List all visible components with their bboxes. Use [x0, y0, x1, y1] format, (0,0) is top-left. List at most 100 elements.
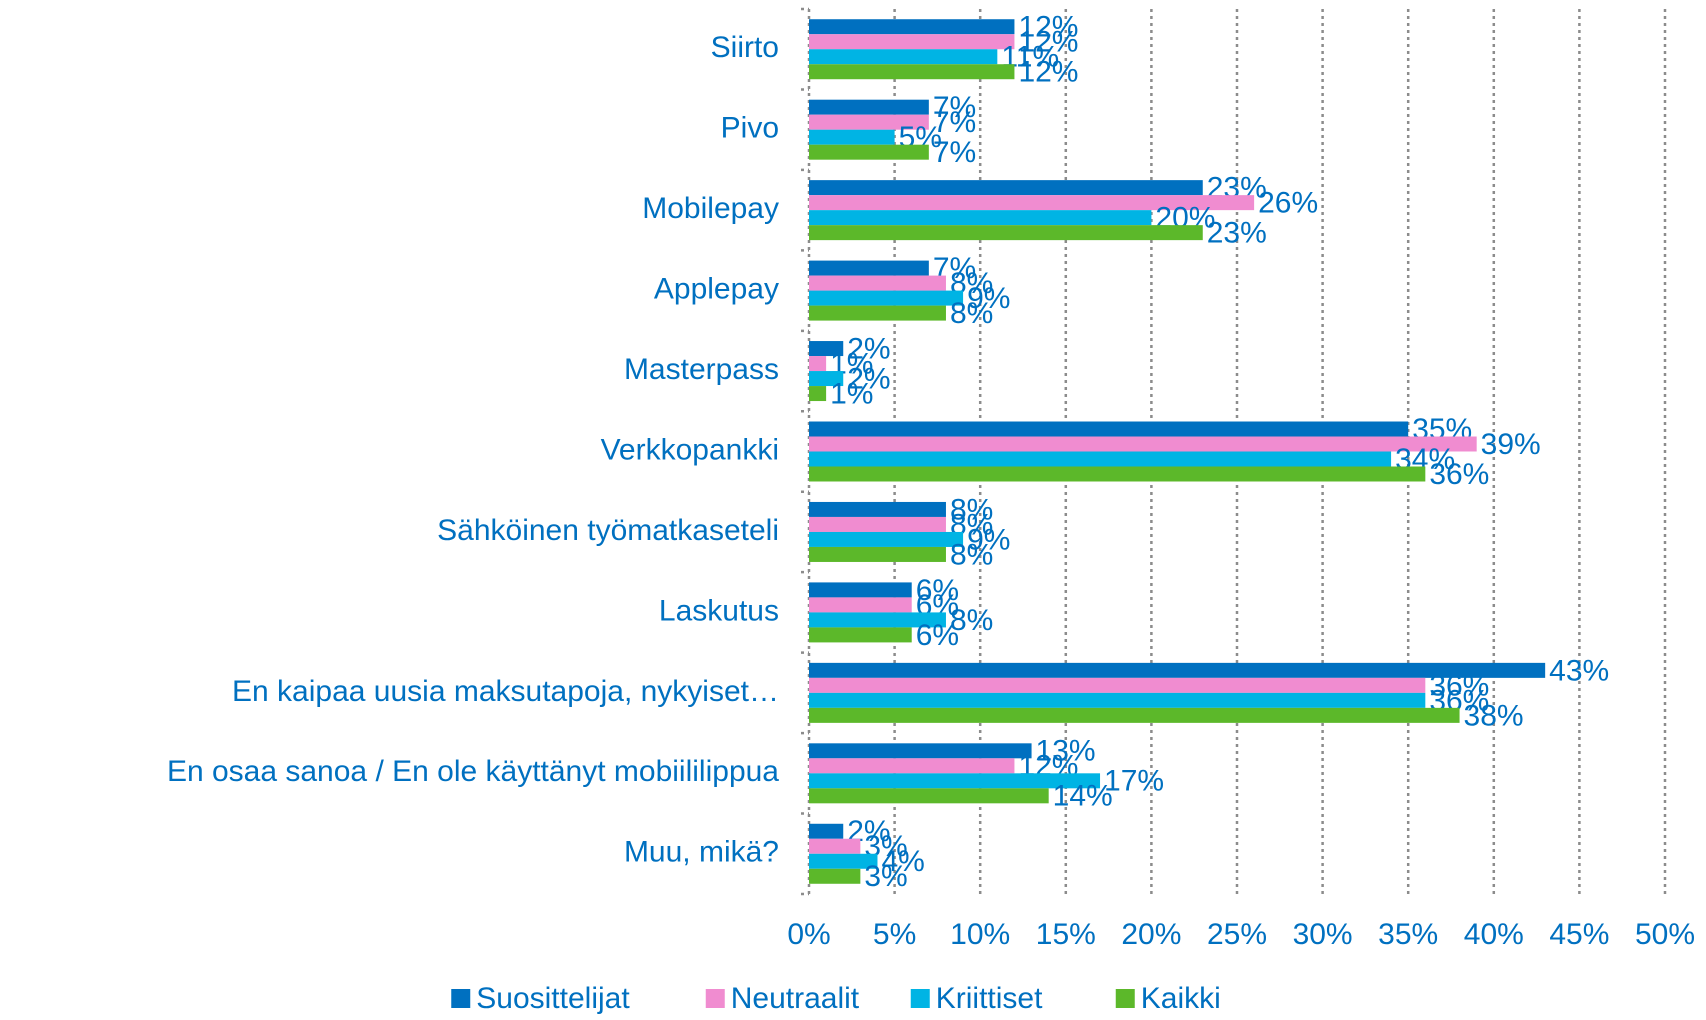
bar — [809, 677, 1426, 693]
data-label: 23% — [1207, 217, 1267, 250]
bar — [809, 114, 929, 130]
data-label: 9% — [967, 282, 1010, 315]
bar — [809, 436, 1477, 452]
legend-label: Suosittelijat — [476, 982, 630, 1015]
bar — [809, 341, 844, 357]
bar — [809, 305, 946, 321]
bar — [809, 597, 912, 613]
data-label: 3% — [864, 860, 907, 893]
y-tick-label: Muu, mikä? — [624, 836, 779, 869]
data-label: 8% — [950, 493, 993, 526]
bar — [809, 531, 964, 547]
x-tick-label: 15% — [1036, 918, 1096, 951]
legend-label: Kaikki — [1141, 982, 1221, 1015]
legend-swatch — [451, 989, 471, 1008]
y-tick-label: Verkkopankki — [601, 433, 779, 466]
y-tick-label: Pivo — [721, 112, 779, 145]
bar — [809, 868, 861, 884]
y-tick-label: En osaa sanoa / En ole käyttänyt mobiili… — [167, 755, 779, 788]
bar — [809, 853, 878, 869]
legend-label: Neutraalit — [731, 982, 860, 1015]
x-tick-label: 35% — [1378, 918, 1438, 951]
bar — [809, 838, 861, 854]
data-label: 14% — [1053, 780, 1113, 813]
bar — [809, 99, 929, 115]
bar — [809, 144, 929, 160]
x-tick-label: 25% — [1207, 918, 1267, 951]
x-tick-label: 40% — [1464, 918, 1524, 951]
y-tick-label: En kaipaa uusia maksutapoja, nykyiset… — [232, 675, 779, 708]
data-label: 4% — [881, 845, 924, 878]
bar — [809, 612, 946, 628]
bar — [809, 823, 844, 839]
bar — [809, 260, 929, 276]
bar — [809, 49, 998, 65]
bar — [809, 64, 1015, 80]
bar — [809, 356, 827, 372]
data-label: 9% — [967, 523, 1010, 556]
y-tick-label: Mobilepay — [642, 192, 779, 225]
y-tick-label: Laskutus — [659, 594, 779, 627]
bar — [809, 662, 1546, 678]
x-tick-label: 30% — [1293, 918, 1353, 951]
x-tick-label: 20% — [1121, 918, 1181, 951]
data-label: 36% — [1429, 669, 1489, 702]
legend-label: Kriittiset — [936, 982, 1043, 1015]
bar — [809, 627, 912, 643]
x-tick-label: 5% — [873, 918, 916, 951]
legend-swatch — [705, 989, 725, 1008]
bar — [809, 195, 1255, 211]
data-label: 7% — [933, 91, 976, 124]
data-label: 12% — [1018, 26, 1078, 59]
bar — [809, 19, 1015, 35]
data-label: 17% — [1104, 765, 1164, 798]
data-label: 26% — [1258, 187, 1318, 220]
legend-swatch — [910, 989, 930, 1008]
x-tick-label: 50% — [1635, 918, 1695, 951]
data-label: 2% — [847, 332, 890, 365]
data-label: 12% — [1018, 11, 1078, 44]
x-tick-label: 45% — [1549, 918, 1609, 951]
data-label: 13% — [1036, 735, 1096, 768]
data-label: 6% — [916, 574, 959, 607]
bar — [809, 707, 1460, 723]
legend-swatch — [1115, 989, 1135, 1008]
x-tick-label: 0% — [787, 918, 830, 951]
data-label: 6% — [916, 619, 959, 652]
bar — [809, 466, 1426, 482]
bar — [809, 421, 1409, 437]
bar — [809, 225, 1203, 241]
bar — [809, 34, 1015, 50]
data-label: 1% — [830, 377, 873, 410]
y-tick-label: Sähköinen työmatkaseteli — [437, 514, 779, 547]
bar — [809, 788, 1049, 804]
data-label: 36% — [1429, 458, 1489, 491]
bar — [809, 210, 1152, 226]
bar — [809, 501, 946, 517]
data-label: 43% — [1549, 654, 1609, 687]
data-label: 38% — [1464, 699, 1524, 732]
bar — [809, 290, 964, 306]
data-label: 39% — [1481, 428, 1541, 461]
bar — [809, 129, 895, 145]
bar — [809, 386, 827, 402]
bar — [809, 546, 946, 562]
data-label: 2% — [847, 362, 890, 395]
bar — [809, 275, 946, 291]
bar — [809, 371, 844, 387]
bar — [809, 692, 1426, 708]
y-tick-label: Masterpass — [624, 353, 779, 386]
data-label: 8% — [950, 538, 993, 571]
bar — [809, 773, 1101, 789]
bar — [809, 180, 1203, 196]
data-label: 7% — [933, 106, 976, 139]
data-label: 8% — [950, 604, 993, 637]
bar — [809, 516, 946, 532]
bar — [809, 451, 1392, 467]
x-tick-label: 10% — [950, 918, 1010, 951]
bar — [809, 758, 1015, 774]
data-label: 12% — [1018, 56, 1078, 89]
data-label: 7% — [933, 136, 976, 169]
y-tick-label: Siirto — [711, 31, 779, 64]
